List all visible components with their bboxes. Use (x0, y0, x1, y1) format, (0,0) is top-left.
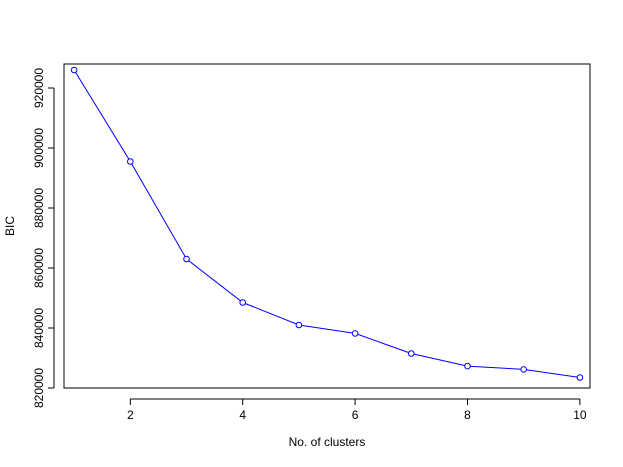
data-point (351, 330, 359, 337)
x-tick-label: 8 (464, 408, 471, 422)
x-tick-label: 6 (352, 408, 359, 422)
y-tick-label: 840000 (32, 308, 46, 348)
y-tick-label: 820000 (32, 368, 46, 408)
data-point (295, 321, 303, 329)
data-point (239, 299, 247, 306)
y-axis-label: BIC (3, 216, 17, 236)
y-axis: 820000 840000 860000 880000 900000 920000 (32, 68, 55, 408)
data-point (183, 255, 190, 263)
series-layer (70, 66, 584, 381)
y-tick-label: 900000 (32, 128, 46, 168)
y-tick-label: 860000 (32, 248, 46, 288)
x-tick-label: 10 (573, 408, 587, 422)
x-axis: 2 4 6 8 10 (127, 398, 587, 422)
x-axis-label: No. of clusters (289, 435, 366, 449)
data-point (464, 362, 471, 370)
data-point (576, 374, 584, 381)
y-tick-label: 920000 (32, 68, 46, 108)
y-tick-label: 880000 (32, 188, 46, 228)
x-tick-label: 4 (239, 408, 246, 422)
plot-frame (63, 63, 591, 389)
data-point (520, 366, 527, 373)
data-point (127, 158, 134, 165)
series-line (73, 69, 580, 378)
x-tick-label: 2 (127, 408, 134, 422)
data-point (407, 350, 415, 357)
data-point (70, 66, 78, 74)
